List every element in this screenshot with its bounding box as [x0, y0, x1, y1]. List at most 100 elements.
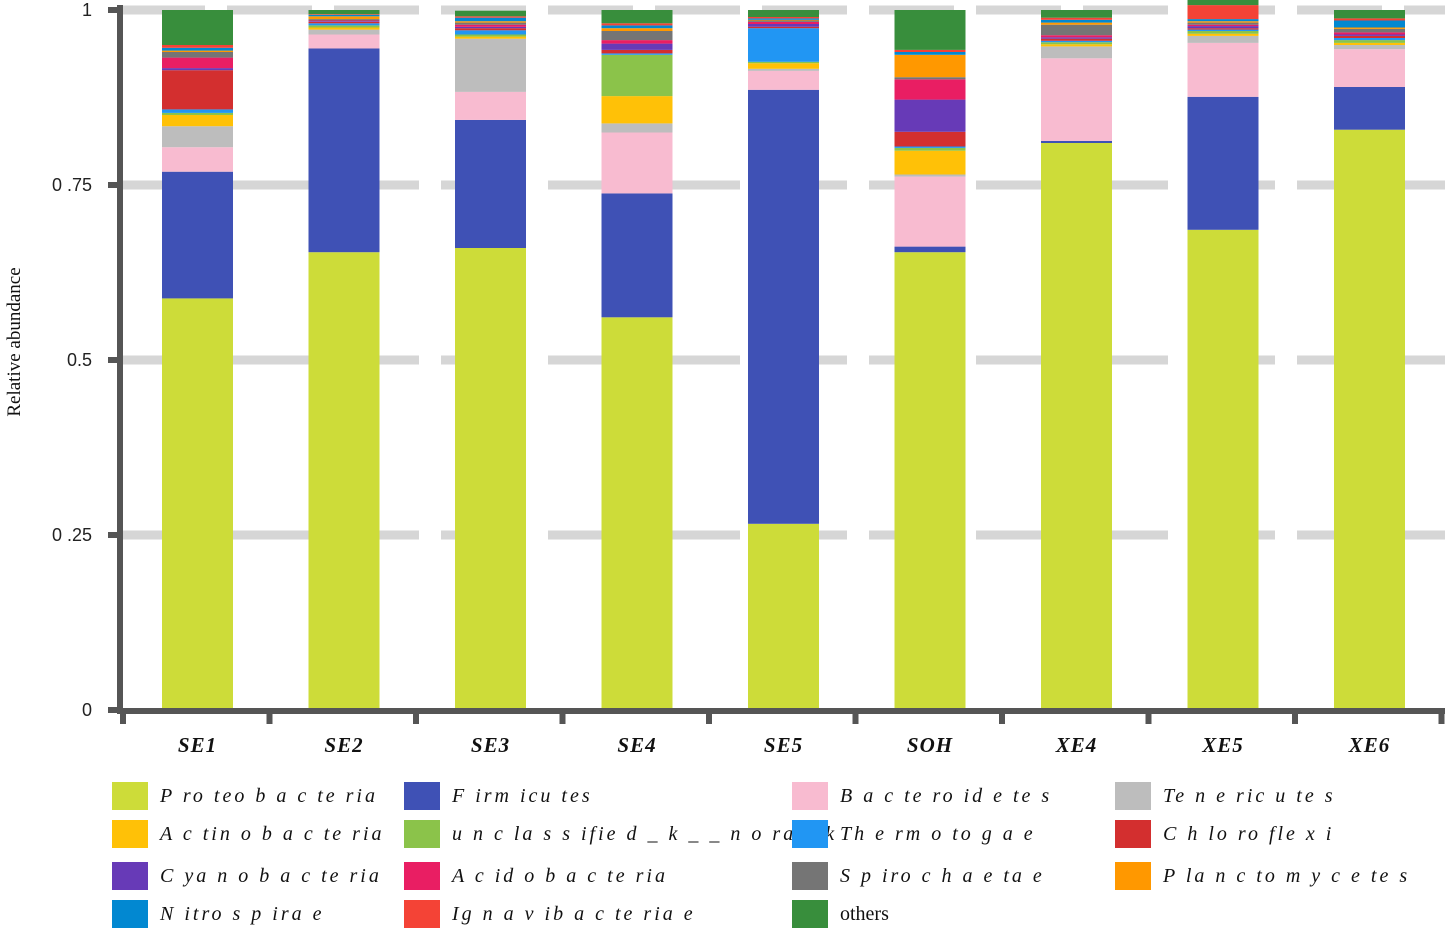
bar-segment	[308, 48, 380, 253]
bar-segment	[748, 17, 819, 19]
bar-segment	[1334, 27, 1405, 29]
y-tick-label: 0	[82, 700, 92, 720]
bar-segment	[455, 21, 526, 23]
bar-segment	[1334, 49, 1405, 87]
legend-item: P ro teo b a c te ria	[112, 778, 378, 814]
bar-segment	[1187, 22, 1259, 25]
bar-segment	[894, 176, 966, 247]
legend-item: Te n e ric u te s	[1115, 778, 1335, 814]
legend-label: P la n c to m y c e te s	[1163, 864, 1411, 887]
bar-segment	[601, 23, 673, 26]
bar-segment	[1041, 19, 1112, 23]
bar-segment	[1187, 96, 1259, 230]
bar-segment	[1334, 10, 1405, 19]
bar-segment	[455, 38, 526, 92]
bar-segment	[894, 150, 966, 175]
bar-segment	[162, 171, 233, 299]
legend-label: A c id o b a c te ria	[452, 864, 668, 887]
bar-segment	[748, 19, 819, 21]
bar-segment	[1187, 33, 1259, 36]
bar-segment	[162, 45, 233, 48]
legend-label: u n c la s s ifie d _ k _ _ n o ra n k	[452, 822, 838, 845]
legend-item: A c id o b a c te ria	[404, 858, 668, 894]
bar-segment	[308, 14, 380, 15]
bar-segment	[894, 99, 966, 132]
legend-label: F irm icu tes	[452, 784, 593, 807]
bar-segment	[1334, 18, 1405, 21]
bar-segment	[601, 54, 673, 97]
x-tick-label: SE1	[178, 733, 217, 757]
bar-segment	[748, 68, 819, 71]
bar-segment	[894, 174, 966, 177]
legend-label: S p iro c h a e ta e	[840, 864, 1045, 887]
bar-segment	[748, 70, 819, 90]
bar-segment	[162, 10, 233, 45]
bar-segment	[1187, 26, 1259, 29]
bar-segment	[1334, 42, 1405, 45]
bars	[162, 0, 1405, 711]
legend-item: S p iro c h a e ta e	[792, 858, 1045, 894]
bar-segment	[1187, 35, 1259, 43]
legend-swatch	[1115, 782, 1151, 810]
legend-item: Th e rm o to g a e	[792, 816, 1036, 852]
bar-segment	[601, 123, 673, 133]
legend-label: C ya n o b a c te ria	[160, 864, 382, 887]
legend-item: F irm icu tes	[404, 778, 593, 814]
bar-segment	[308, 21, 380, 22]
y-tick-label: 1	[82, 0, 92, 20]
bar-segment	[308, 34, 380, 49]
bar-segment	[1334, 34, 1405, 36]
bar-segment	[894, 79, 966, 100]
y-tick-label: 0 .75	[52, 175, 92, 195]
axes: 0 0 .25 0.5 0 .75 1 SE1 SE2 SE3 SE4 SE5 SOH XE4 XE5 X…	[52, 0, 1445, 757]
x-tick-label: XE4	[1055, 733, 1098, 757]
legend-item: u n c la s s ifie d _ k _ _ n o ra n k	[404, 816, 837, 852]
bar-segment	[894, 10, 966, 50]
bar-segment	[162, 126, 233, 148]
bar-segment	[894, 77, 966, 80]
legend-item: N itro s p ira e	[112, 896, 325, 932]
bar-segment	[894, 131, 966, 147]
bar-segment	[1041, 24, 1112, 36]
bar-segment	[162, 47, 233, 51]
legend-swatch	[792, 862, 828, 890]
bar-segment	[1041, 38, 1112, 41]
legend-swatch	[404, 782, 440, 810]
bar-segment	[455, 24, 526, 27]
bar-segment	[162, 68, 233, 71]
x-tick-label: SOH	[907, 733, 953, 757]
legend-swatch	[1115, 862, 1151, 890]
bar-segment	[1187, 29, 1259, 31]
bar-segment	[1334, 87, 1405, 130]
bar-segment	[1041, 46, 1112, 59]
bar-segment	[1334, 20, 1405, 28]
legend-item: A c tin o b a c te ria	[112, 816, 385, 852]
legend-label: P ro teo b a c te ria	[160, 784, 378, 807]
bar-segment	[162, 50, 233, 52]
bar-segment	[308, 19, 380, 21]
bar-segment	[894, 146, 966, 148]
bar-segment	[1334, 28, 1405, 33]
legend: P ro teo b a c te ria F irm icu tes B a c …	[112, 778, 1442, 930]
bar-segment	[601, 132, 673, 194]
legend-item: others	[792, 896, 889, 932]
bar-segment	[601, 40, 673, 44]
bar-segment	[1041, 22, 1112, 25]
bar-segment	[894, 246, 966, 253]
bar-segment	[601, 53, 673, 55]
bar-segment	[1041, 140, 1112, 143]
legend-swatch	[404, 820, 440, 848]
bar-segment	[308, 21, 380, 24]
bar-segment	[601, 28, 673, 31]
bar-segment	[162, 52, 233, 58]
legend-label: N itro s p ira e	[160, 902, 325, 925]
bar-segment	[1041, 143, 1112, 710]
bar-segment	[894, 147, 966, 151]
bar-segment	[1187, 24, 1259, 27]
bar-segment	[162, 109, 233, 113]
bar-segment	[894, 52, 966, 55]
y-axis-label: Relative abundance	[4, 267, 25, 416]
bar-segment	[455, 26, 526, 29]
bar-segment	[1334, 32, 1405, 35]
legend-swatch	[792, 900, 828, 928]
